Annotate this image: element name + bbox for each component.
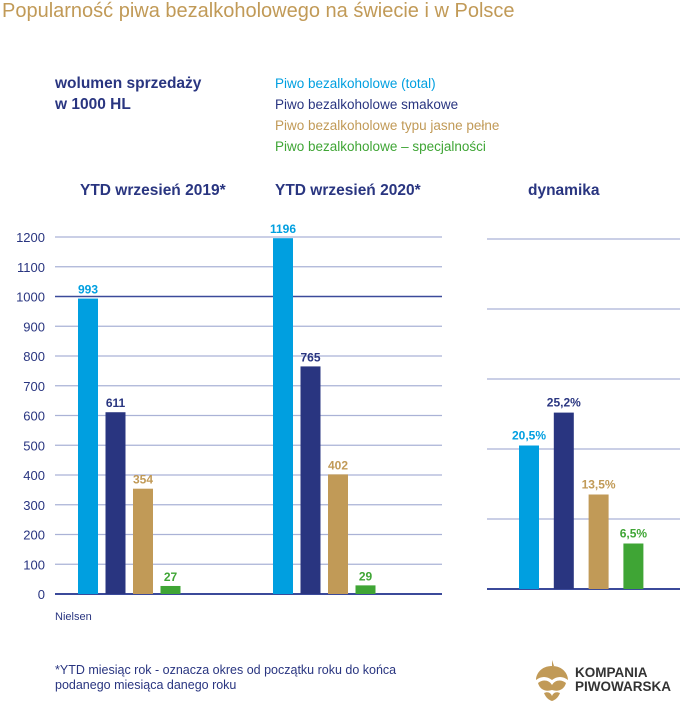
bar bbox=[588, 494, 609, 589]
bar bbox=[133, 488, 153, 594]
data-label: 993 bbox=[78, 283, 98, 297]
dynamika-title: dynamika bbox=[528, 182, 600, 199]
y-tick-label: 200 bbox=[23, 528, 45, 543]
bar bbox=[273, 238, 293, 594]
y-tick-label: 0 bbox=[38, 587, 45, 602]
footnote: *YTD miesiąc rok - oznacza okres od pocz… bbox=[55, 663, 397, 692]
data-label: 6,5% bbox=[620, 527, 648, 541]
logo: KOMPANIA PIWOWARSKA bbox=[533, 658, 671, 702]
group-label-2019: YTD wrzesień 2019* bbox=[80, 182, 226, 199]
y-tick-label: 800 bbox=[23, 349, 45, 364]
page-title: Popularność piwa bezalkoholowego na świe… bbox=[2, 0, 515, 22]
unit-label-1: wolumen sprzedaży bbox=[55, 75, 202, 92]
data-label: 611 bbox=[106, 396, 126, 410]
bar bbox=[623, 543, 644, 589]
y-tick-label: 400 bbox=[23, 468, 45, 483]
data-label: 20,5% bbox=[512, 429, 546, 443]
y-tick-label: 1000 bbox=[16, 290, 45, 305]
y-tick-label: 1200 bbox=[16, 230, 45, 245]
y-tick-label: 900 bbox=[23, 319, 45, 334]
data-label: 402 bbox=[328, 458, 348, 472]
logo-line2: PIWOWARSKA bbox=[575, 679, 671, 694]
y-tick-label: 1100 bbox=[17, 260, 45, 275]
data-label: 25,2% bbox=[547, 396, 581, 410]
y-tick-label: 100 bbox=[23, 557, 45, 572]
bar bbox=[355, 585, 376, 594]
legend-total: Piwo bezalkoholowe (total) bbox=[275, 76, 436, 91]
data-label: 765 bbox=[300, 350, 320, 364]
bar bbox=[105, 412, 126, 594]
logo-line1: KOMPANIA bbox=[575, 665, 648, 680]
bar bbox=[328, 474, 348, 594]
y-tick-label: 700 bbox=[23, 379, 45, 394]
y-tick-label: 300 bbox=[23, 498, 45, 513]
legend-smakowe: Piwo bezalkoholowe smakowe bbox=[275, 97, 459, 112]
data-label: 354 bbox=[133, 473, 153, 487]
group-label-2020: YTD wrzesień 2020* bbox=[275, 182, 421, 199]
unit-label-2: w 1000 HL bbox=[55, 96, 131, 113]
hop-icon bbox=[536, 660, 568, 701]
data-label: 27 bbox=[164, 570, 178, 584]
data-label: 13,5% bbox=[582, 478, 616, 492]
bar bbox=[300, 366, 321, 594]
bar bbox=[553, 412, 574, 589]
bar bbox=[519, 445, 539, 589]
legend-specjalnosci: Piwo bezalkoholowe – specjalności bbox=[275, 139, 486, 154]
bar bbox=[160, 585, 181, 594]
bar bbox=[78, 298, 98, 594]
y-tick-label: 600 bbox=[23, 409, 45, 424]
data-label: 29 bbox=[359, 569, 373, 583]
y-tick-label: 500 bbox=[23, 438, 45, 453]
legend-jasne: Piwo bezalkoholowe typu jasne pełne bbox=[275, 118, 500, 133]
data-label: 1196 bbox=[270, 222, 296, 236]
source-label: Nielsen bbox=[55, 611, 92, 623]
